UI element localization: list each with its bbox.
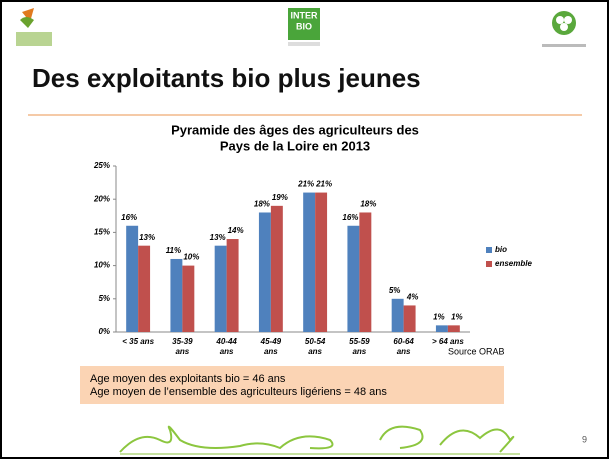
bar [271, 206, 283, 332]
bar [138, 246, 150, 332]
data-label: 1% [451, 312, 463, 321]
note-line: Age moyen des exploitants bio = 46 ans [90, 373, 286, 385]
y-tick-label: 5% [98, 294, 110, 303]
legend-swatch [486, 247, 492, 253]
bar [126, 226, 138, 332]
data-label: 1% [433, 312, 445, 321]
y-tick-label: 25% [93, 161, 110, 170]
bar [436, 325, 448, 332]
bar [227, 239, 239, 332]
bar [182, 266, 194, 332]
note-line: Age moyen de l’ensemble des agriculteurs… [90, 386, 387, 398]
chart-title: Pyramide des âges des agriculteurs des [171, 122, 419, 137]
data-label: 19% [272, 193, 288, 202]
source: Source ORAB [448, 346, 505, 356]
x-tick-label: < 35 ans [122, 337, 154, 346]
y-tick-label: 15% [94, 228, 110, 237]
data-label: 16% [342, 213, 358, 222]
bar [215, 246, 227, 332]
logo-text: BIO [296, 21, 312, 31]
slide-title: Des exploitants bio plus jeunes [32, 63, 421, 93]
data-label: 18% [360, 200, 376, 209]
data-label: 21% [315, 180, 332, 189]
chart-title: Pays de la Loire en 2013 [220, 138, 370, 153]
data-label: 11% [166, 246, 181, 255]
bar [259, 212, 271, 332]
y-tick-label: 10% [94, 261, 110, 270]
data-label: 18% [254, 200, 270, 209]
bar [392, 299, 404, 332]
data-label: 14% [228, 226, 244, 235]
data-label: 10% [183, 253, 199, 262]
data-label: 4% [406, 293, 419, 302]
legend-label: bio [495, 245, 507, 254]
data-label: 21% [297, 180, 314, 189]
bar [315, 193, 327, 332]
bar [303, 193, 315, 332]
logo-text: INTER [291, 10, 319, 20]
bar [448, 325, 460, 332]
bar [170, 259, 182, 332]
data-label: 13% [139, 233, 155, 242]
slide: INTER BIO Des exploitants bio plus jeune… [0, 0, 609, 459]
legend-swatch [486, 261, 492, 267]
y-tick-label: 0% [98, 327, 110, 336]
legend-label: ensemble [495, 259, 532, 268]
data-label: 5% [389, 286, 401, 295]
bar [404, 305, 416, 332]
y-tick-label: 20% [93, 194, 110, 203]
x-tick-label: > 64 ans [432, 337, 464, 346]
data-label: 13% [210, 233, 226, 242]
page-number: 9 [582, 434, 587, 444]
bar [359, 212, 371, 332]
data-label: 16% [121, 213, 137, 222]
bar [347, 226, 359, 332]
